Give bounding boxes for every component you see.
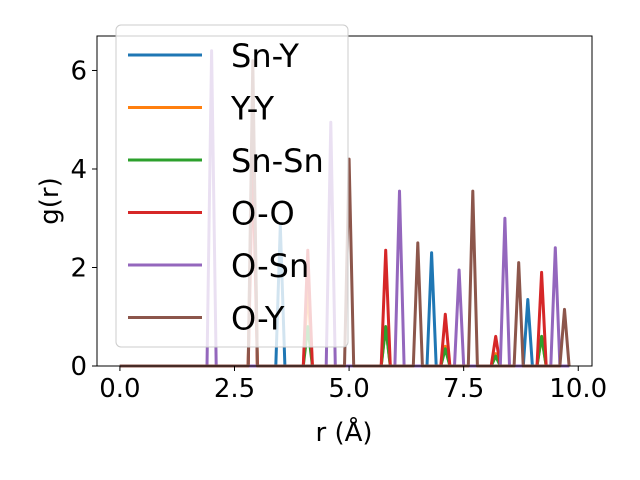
legend-label-y-y: Y-Y xyxy=(230,90,275,128)
y-tick-label: 2 xyxy=(70,253,87,283)
y-tick-label: 4 xyxy=(70,155,87,185)
x-tick-label: 5.0 xyxy=(328,374,369,404)
legend-label-o-y: O-Y xyxy=(231,300,285,338)
legend-label-o-o: O-O xyxy=(231,195,295,233)
axes: 0.0 2.5 5.0 7.5 10.0 0 2 4 6 xyxy=(70,35,607,404)
legend-label-sn-sn: Sn-Sn xyxy=(231,142,324,180)
legend-label-o-sn: O-Sn xyxy=(231,247,309,285)
x-tick-label: 2.5 xyxy=(214,374,255,404)
legend-label-sn-y: Sn-Y xyxy=(231,37,299,75)
x-axis-label: r (Å) xyxy=(315,416,372,448)
x-tick-label: 7.5 xyxy=(443,374,484,404)
x-tick-label: 0.0 xyxy=(99,374,140,404)
y-tick-label: 6 xyxy=(70,56,87,86)
x-tick-label: 10.0 xyxy=(549,374,607,404)
legend: Sn-Y Y-Y Sn-Sn O-O O-Sn O-Y xyxy=(115,24,349,348)
y-tick-label: 0 xyxy=(70,352,87,382)
y-axis-label: g(r) xyxy=(35,177,65,224)
